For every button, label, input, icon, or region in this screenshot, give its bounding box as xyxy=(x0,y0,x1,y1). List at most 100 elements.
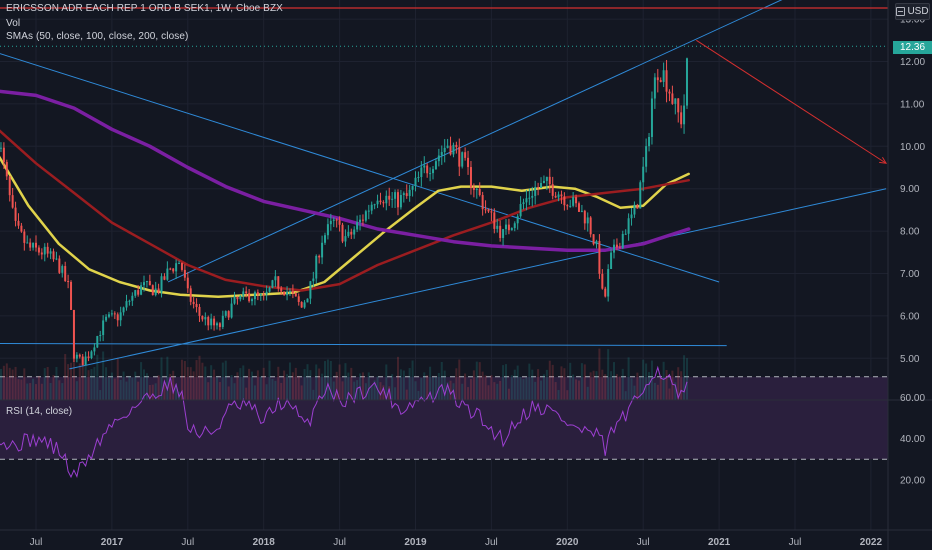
rsi-legend[interactable]: RSI (14, close) xyxy=(6,406,73,417)
volume-bar xyxy=(662,361,665,400)
candle-body xyxy=(551,184,554,196)
volume-bar xyxy=(583,364,586,400)
volume-bar xyxy=(639,377,642,400)
currency-button[interactable]: USD xyxy=(895,3,930,20)
volume-bar xyxy=(236,372,239,400)
candle-body xyxy=(265,291,268,295)
last-price-tag: 12.36 xyxy=(893,41,932,54)
volume-bar xyxy=(516,365,519,400)
volume-bar xyxy=(262,367,265,400)
volume-bar xyxy=(440,361,443,400)
candle-body xyxy=(662,70,665,82)
candle-body xyxy=(189,288,192,302)
candle-body xyxy=(455,144,458,148)
volume-bar xyxy=(504,364,507,400)
candle-body xyxy=(210,318,213,326)
currency-label: USD xyxy=(907,6,929,17)
candle-body xyxy=(426,165,429,174)
volume-bar xyxy=(461,383,464,400)
volume-bar xyxy=(215,377,218,400)
candle-body xyxy=(11,195,14,208)
candle-body xyxy=(204,317,207,320)
candle-body xyxy=(178,263,181,265)
candle-body xyxy=(583,210,586,224)
candle-body xyxy=(253,292,256,300)
candle-body xyxy=(467,157,470,168)
rsi-band-fill xyxy=(0,376,888,460)
volume-bar xyxy=(604,374,607,400)
volume-bar xyxy=(665,369,668,400)
candle-body xyxy=(452,144,455,155)
candle-body xyxy=(633,204,636,215)
rsi-tick-label: 40.00 xyxy=(900,434,925,445)
price-tick-label: 9.00 xyxy=(900,184,920,195)
candle-body xyxy=(67,281,70,283)
candle-body xyxy=(685,58,688,106)
volume-bar xyxy=(251,371,254,400)
candle-body xyxy=(75,354,78,359)
volume-bar xyxy=(2,365,5,400)
volume-bar xyxy=(58,380,61,400)
candle-body xyxy=(326,224,329,236)
volume-bar xyxy=(560,366,563,400)
candle-body xyxy=(580,210,583,212)
candle-body xyxy=(175,263,178,272)
volume-bar xyxy=(218,382,221,400)
candle-body xyxy=(277,276,280,289)
volume-bar xyxy=(475,361,478,400)
volume-bar xyxy=(239,368,242,400)
symbol-title[interactable]: ERICSSON ADR EACH REP 1 ORD B SEK1, 1W, … xyxy=(6,3,283,14)
volume-bar xyxy=(90,369,93,400)
volume-bar xyxy=(613,362,616,400)
candle-body xyxy=(125,301,128,308)
volume-bar xyxy=(636,372,639,400)
volume-bar xyxy=(119,379,122,400)
volume-bar xyxy=(420,377,423,400)
candle-body xyxy=(624,233,627,235)
volume-bar xyxy=(391,374,394,400)
candle-body xyxy=(324,235,327,243)
candle-body xyxy=(621,233,624,248)
candle-body xyxy=(84,356,87,366)
candle-body xyxy=(78,354,81,357)
volume-bar xyxy=(563,368,566,400)
candle-body xyxy=(402,193,405,195)
candle-body xyxy=(288,291,291,293)
volume-bar xyxy=(268,360,271,400)
volume-bar xyxy=(297,376,300,400)
rsi-band xyxy=(0,376,888,460)
candle-body xyxy=(5,162,8,177)
volume-bars xyxy=(0,340,688,400)
candle-body xyxy=(160,276,163,293)
candle-body xyxy=(96,336,99,348)
rsi-line-path xyxy=(0,365,688,479)
candle-body xyxy=(650,98,653,137)
candle-body xyxy=(531,195,534,198)
volume-bar xyxy=(81,356,84,400)
volume-bar xyxy=(528,363,531,400)
candle-body xyxy=(534,187,537,196)
volume-legend[interactable]: Vol xyxy=(6,18,21,29)
volume-bar xyxy=(55,366,58,400)
candle-body xyxy=(411,185,414,190)
volume-bar xyxy=(0,368,2,400)
candle-body xyxy=(516,216,519,224)
volume-bar xyxy=(93,367,96,400)
volume-bar xyxy=(601,369,604,400)
candle-body xyxy=(192,301,195,304)
price-tick-label: 6.00 xyxy=(900,311,920,322)
candle-body xyxy=(344,236,347,242)
volume-bar xyxy=(624,391,627,400)
volume-bar xyxy=(683,355,686,400)
volume-bar xyxy=(367,372,370,400)
volume-bar xyxy=(125,381,128,400)
candle-body xyxy=(493,212,496,229)
volume-bar xyxy=(525,377,528,400)
sma-legend[interactable]: SMAs (50, close, 100, close, 200, close) xyxy=(6,31,189,42)
volume-bar xyxy=(186,367,189,400)
candle-body xyxy=(642,166,645,183)
candle-body xyxy=(52,251,55,260)
candle-body xyxy=(72,309,75,359)
